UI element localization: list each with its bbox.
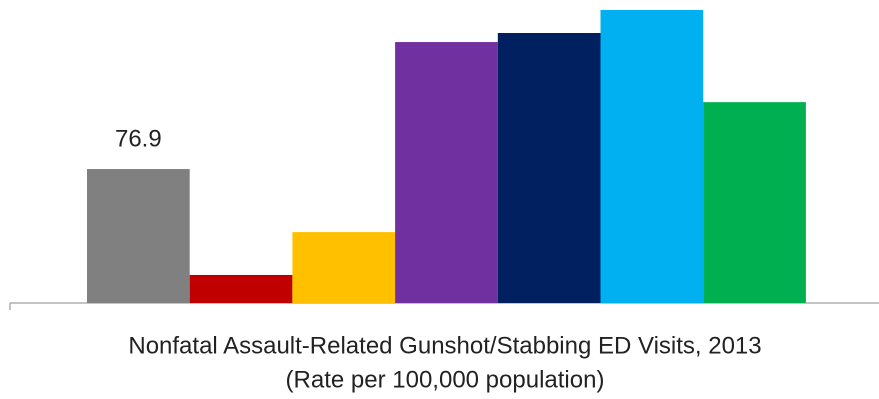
bar [703, 102, 806, 303]
bar [87, 169, 190, 303]
bar [497, 32, 601, 304]
chart-subtitle: (Rate per 100,000 population) [286, 366, 605, 393]
bar [292, 232, 396, 303]
bar [600, 10, 704, 303]
bar [189, 274, 293, 303]
value-label: 76.9 [115, 125, 162, 152]
chart-title: Nonfatal Assault-Related Gunshot/Stabbin… [128, 332, 761, 359]
bar [395, 42, 498, 304]
